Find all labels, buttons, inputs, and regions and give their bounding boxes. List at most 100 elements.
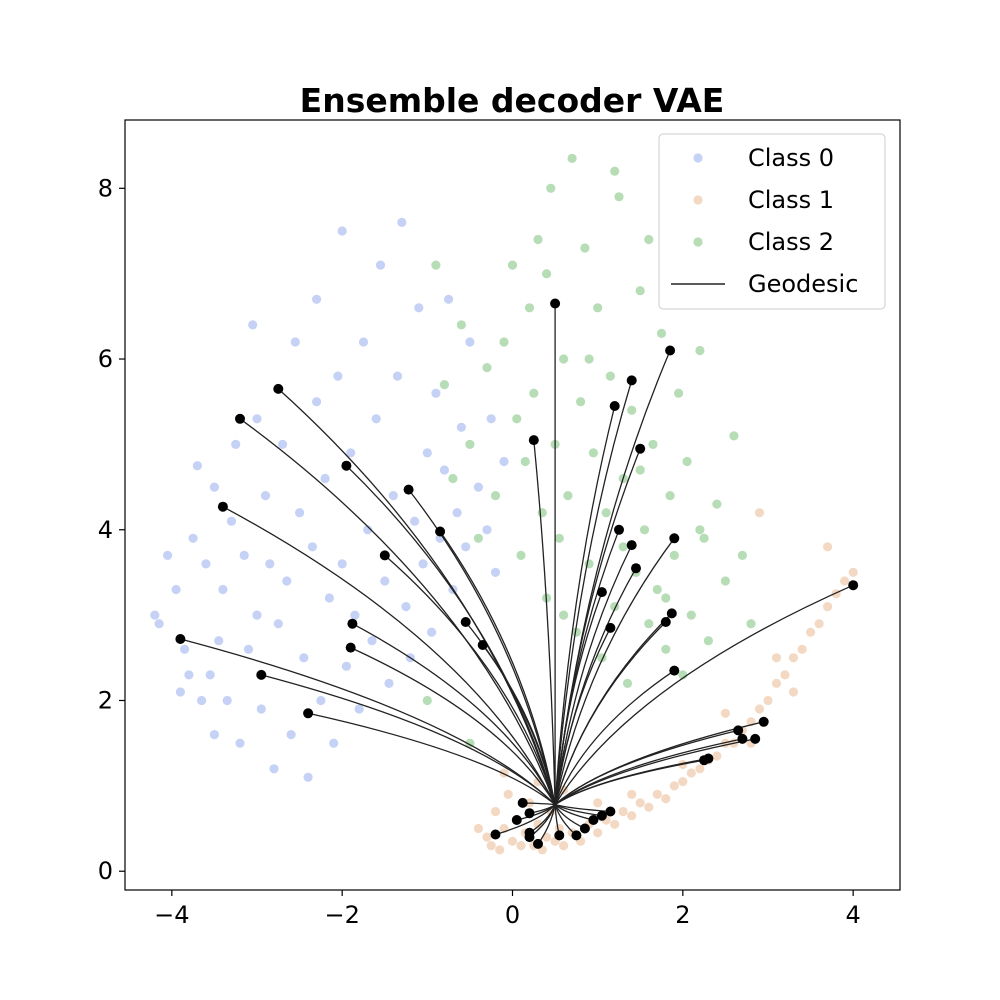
class0-point — [273, 619, 283, 629]
class2-point — [537, 508, 547, 518]
class2-point — [610, 166, 620, 176]
class1-point — [763, 695, 773, 706]
geodesic-endpoint — [490, 829, 501, 840]
class2-point — [665, 491, 675, 501]
class1-point — [686, 768, 696, 778]
class0-point — [218, 584, 228, 595]
geodesic-endpoint — [517, 797, 528, 808]
class0-point — [490, 567, 501, 578]
geodesic-endpoints — [175, 298, 859, 849]
class0-point — [482, 525, 492, 535]
geodesic-curve — [345, 465, 556, 805]
legend-box — [658, 133, 886, 310]
geodesic-curve — [554, 584, 854, 805]
class0-point — [248, 320, 258, 330]
geodesic-endpoint — [524, 832, 535, 843]
class2-point — [588, 448, 599, 458]
geodesic-endpoint — [609, 401, 620, 411]
class2-point — [622, 678, 633, 689]
class1-point — [848, 567, 858, 578]
class0-point — [456, 422, 466, 432]
legend-marker-swatch — [693, 195, 703, 205]
class0-point — [320, 473, 330, 484]
class1-point — [840, 576, 850, 586]
class2-point — [682, 456, 692, 467]
class2-point — [656, 328, 667, 338]
class2-point — [605, 371, 616, 381]
class0-point — [307, 542, 317, 552]
class0-point — [205, 670, 215, 680]
geodesic-curve — [554, 729, 739, 806]
class1-point — [627, 789, 637, 800]
class2-point — [567, 153, 577, 163]
geodesic-endpoint — [533, 838, 543, 849]
class0-point — [465, 337, 475, 347]
geodesic-endpoint — [460, 617, 471, 627]
legend-label: Geodesic — [748, 270, 858, 298]
class1-point — [507, 836, 518, 846]
geodesic-curve — [554, 670, 675, 805]
geodesic-curve — [261, 674, 556, 806]
class1-point — [814, 619, 824, 629]
geodesic-endpoint — [477, 640, 488, 650]
class1-point — [780, 670, 790, 680]
class1-point — [482, 832, 492, 842]
class0-point — [316, 695, 326, 706]
class0-point — [209, 482, 219, 492]
x-tick-label: 4 — [846, 901, 861, 929]
x-tick-label: 2 — [675, 901, 690, 929]
class2-point — [669, 550, 679, 561]
class0-point — [329, 738, 339, 748]
class1-point — [823, 602, 833, 612]
class0-point — [427, 627, 437, 637]
geodesic-endpoint — [605, 622, 616, 633]
geodesic-endpoint — [175, 634, 186, 644]
class1-point — [593, 798, 603, 808]
class0-point — [333, 371, 343, 381]
class0-point — [312, 294, 322, 304]
class2-point — [571, 627, 582, 637]
geodesic-endpoint — [303, 708, 314, 719]
class2-point — [554, 533, 564, 543]
geodesic-endpoint — [435, 526, 446, 537]
x-tick-label: −4 — [154, 901, 189, 929]
geodesic-endpoint — [669, 533, 680, 544]
class2-point — [644, 619, 654, 629]
class2-point — [584, 354, 594, 364]
class2-point — [431, 260, 441, 270]
class1-point — [644, 802, 654, 812]
class1-point — [797, 644, 807, 654]
geodesic-endpoint — [660, 617, 671, 627]
class0-point — [214, 636, 224, 646]
class0-point — [278, 439, 288, 449]
class2-point — [422, 695, 432, 706]
geodesic-curve — [554, 738, 743, 806]
class2-point — [546, 183, 556, 193]
class2-point — [576, 397, 586, 407]
class1-point — [495, 845, 505, 855]
class1-point — [486, 841, 496, 851]
class1-point — [516, 841, 526, 851]
geodesic-endpoint — [579, 823, 590, 834]
class0-point — [439, 465, 449, 475]
x-tick-label: 0 — [505, 901, 520, 929]
class2-point — [448, 473, 458, 484]
class2-point — [601, 508, 611, 518]
geodesic-endpoint — [379, 550, 390, 561]
class0-point — [295, 508, 305, 518]
class2-point — [729, 431, 739, 441]
legend: Class 0 Class 1 Class 2 Geodesic — [658, 133, 886, 310]
class0-point — [341, 661, 351, 671]
class0-point — [350, 610, 360, 620]
class0-point — [380, 576, 390, 586]
class0-point — [384, 678, 394, 689]
class0-point — [209, 730, 219, 740]
geodesic-curve — [533, 440, 556, 805]
plot-area: −4 −2 0 2 4 0 2 4 6 8 — [98, 119, 901, 929]
class2-point — [627, 405, 637, 415]
geodesic-curve — [439, 531, 556, 805]
class2-point — [520, 456, 530, 467]
x-tick-label: −2 — [324, 901, 359, 929]
chart-title: Ensemble decoder VAE — [300, 81, 725, 120]
geodesic-endpoint — [571, 830, 582, 841]
